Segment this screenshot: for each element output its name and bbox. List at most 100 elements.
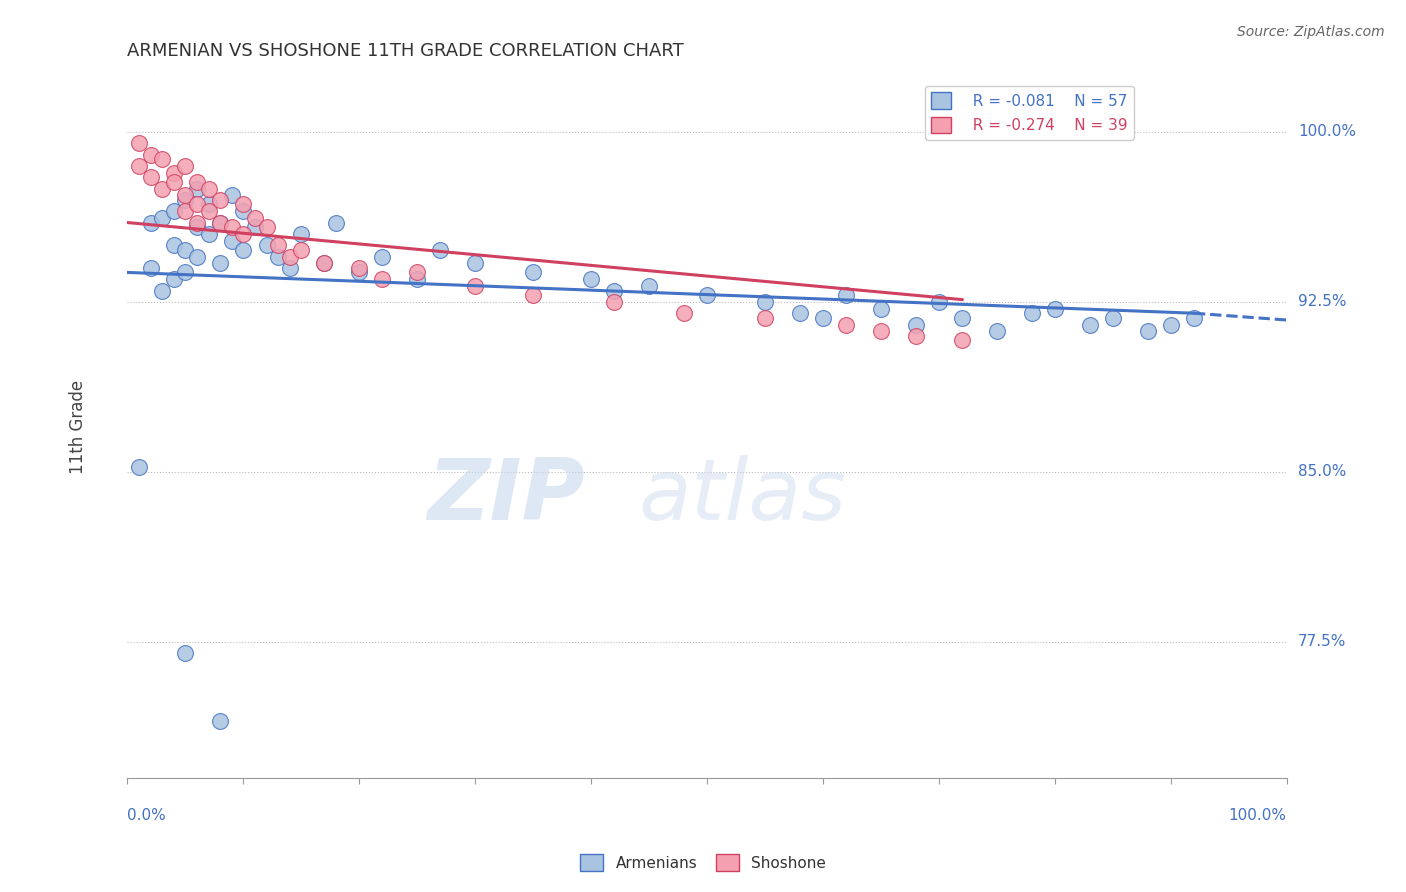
Point bbox=[209, 193, 232, 207]
Point bbox=[163, 204, 186, 219]
Point bbox=[754, 310, 776, 325]
Point bbox=[371, 272, 394, 286]
Point bbox=[349, 265, 371, 279]
Point bbox=[349, 260, 371, 275]
Point bbox=[256, 238, 278, 252]
Point bbox=[128, 136, 150, 151]
Point bbox=[835, 318, 858, 332]
Point bbox=[522, 288, 544, 302]
Point bbox=[835, 288, 858, 302]
Point bbox=[221, 234, 243, 248]
Point bbox=[128, 460, 150, 475]
Point bbox=[278, 260, 301, 275]
Legend: Armenians, Shoshone: Armenians, Shoshone bbox=[574, 848, 832, 877]
Point bbox=[314, 256, 336, 270]
Point bbox=[904, 318, 927, 332]
Point bbox=[197, 227, 219, 241]
Point bbox=[150, 284, 173, 298]
Point bbox=[186, 197, 208, 211]
Point bbox=[209, 256, 232, 270]
Point bbox=[209, 714, 232, 729]
Point bbox=[986, 324, 1008, 338]
Text: 92.5%: 92.5% bbox=[1298, 294, 1347, 310]
Text: 0.0%: 0.0% bbox=[128, 808, 166, 823]
Point bbox=[1101, 310, 1123, 325]
Point bbox=[186, 220, 208, 235]
Point bbox=[163, 175, 186, 189]
Point bbox=[789, 306, 811, 320]
Text: 85.0%: 85.0% bbox=[1298, 465, 1346, 479]
Point bbox=[406, 265, 429, 279]
Legend:   R = -0.081    N = 57,   R = -0.274    N = 39: R = -0.081 N = 57, R = -0.274 N = 39 bbox=[925, 87, 1135, 139]
Point bbox=[197, 204, 219, 219]
Point bbox=[1160, 318, 1182, 332]
Point bbox=[950, 334, 973, 348]
Point bbox=[243, 211, 266, 225]
Point bbox=[209, 215, 232, 229]
Point bbox=[672, 306, 695, 320]
Point bbox=[150, 181, 173, 195]
Point bbox=[1043, 301, 1066, 316]
Point bbox=[139, 147, 162, 161]
Point bbox=[139, 170, 162, 185]
Point bbox=[174, 646, 197, 660]
Point bbox=[209, 215, 232, 229]
Point bbox=[221, 220, 243, 235]
Point bbox=[197, 181, 219, 195]
Point bbox=[290, 243, 312, 257]
Point bbox=[811, 310, 834, 325]
Point bbox=[186, 250, 208, 264]
Point bbox=[174, 188, 197, 202]
Point bbox=[1078, 318, 1101, 332]
Point bbox=[150, 211, 173, 225]
Point bbox=[904, 329, 927, 343]
Point bbox=[579, 272, 602, 286]
Text: ZIP: ZIP bbox=[427, 455, 585, 539]
Point bbox=[232, 243, 254, 257]
Text: atlas: atlas bbox=[638, 455, 846, 539]
Point bbox=[221, 188, 243, 202]
Text: ARMENIAN VS SHOSHONE 11TH GRADE CORRELATION CHART: ARMENIAN VS SHOSHONE 11TH GRADE CORRELAT… bbox=[128, 42, 685, 60]
Text: 100.0%: 100.0% bbox=[1298, 124, 1355, 139]
Point bbox=[603, 284, 626, 298]
Text: 11th Grade: 11th Grade bbox=[69, 379, 87, 474]
Point bbox=[429, 243, 451, 257]
Point bbox=[325, 215, 347, 229]
Point bbox=[278, 250, 301, 264]
Point bbox=[267, 250, 290, 264]
Point bbox=[232, 204, 254, 219]
Point bbox=[314, 256, 336, 270]
Point bbox=[174, 204, 197, 219]
Point bbox=[290, 227, 312, 241]
Point bbox=[197, 197, 219, 211]
Point bbox=[754, 294, 776, 309]
Point bbox=[174, 265, 197, 279]
Point bbox=[128, 159, 150, 173]
Point bbox=[232, 197, 254, 211]
Point bbox=[1021, 306, 1043, 320]
Point bbox=[186, 215, 208, 229]
Point bbox=[928, 294, 950, 309]
Point bbox=[232, 227, 254, 241]
Point bbox=[696, 288, 718, 302]
Point bbox=[267, 238, 290, 252]
Point bbox=[464, 279, 486, 293]
Point bbox=[406, 272, 429, 286]
Point bbox=[163, 166, 186, 180]
Point bbox=[464, 256, 486, 270]
Point bbox=[186, 175, 208, 189]
Point bbox=[950, 310, 973, 325]
Point bbox=[174, 243, 197, 257]
Point bbox=[174, 193, 197, 207]
Point bbox=[186, 181, 208, 195]
Text: 77.5%: 77.5% bbox=[1298, 634, 1346, 649]
Point bbox=[150, 152, 173, 166]
Point bbox=[638, 279, 661, 293]
Point bbox=[522, 265, 544, 279]
Point bbox=[163, 272, 186, 286]
Point bbox=[139, 260, 162, 275]
Point bbox=[870, 324, 893, 338]
Point bbox=[603, 294, 626, 309]
Text: Source: ZipAtlas.com: Source: ZipAtlas.com bbox=[1237, 25, 1385, 39]
Point bbox=[163, 238, 186, 252]
